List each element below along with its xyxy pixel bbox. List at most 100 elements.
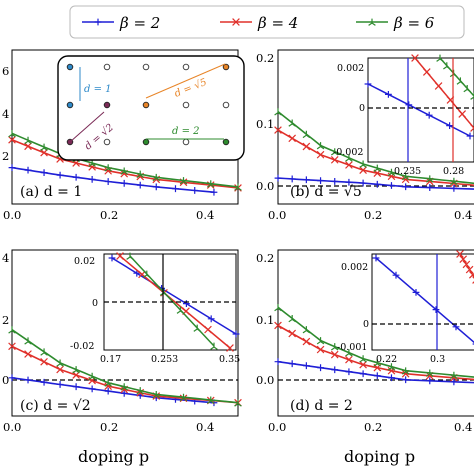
panel-c-inset-xtick-0.17: 0.17 — [100, 354, 121, 365]
legend-swatch-beta6 — [356, 18, 388, 26]
panel-b-inset: 0.002 0 -0.002 0.235 0.28 — [333, 54, 474, 177]
data-point-beta6 — [302, 326, 311, 334]
legend-box — [69, 5, 465, 39]
panel-d-ytick-0.0: 0.0 — [256, 373, 274, 387]
inset-point-beta2 — [108, 254, 116, 262]
data-point-beta6 — [359, 355, 367, 363]
data-point-beta4 — [387, 172, 396, 181]
inset-point-beta4 — [422, 68, 431, 76]
inset-point-beta2 — [392, 271, 400, 279]
panel-b-inset-ytick-0.002: 0.002 — [337, 63, 364, 74]
legend-label-beta4: β = 4 — [257, 14, 298, 32]
inset-point-beta2 — [405, 101, 413, 109]
panel-c-frame — [11, 249, 239, 417]
x-axis-label-right: doping p — [344, 447, 415, 466]
inset-point-beta6 — [210, 342, 218, 350]
inset-point-beta6 — [470, 92, 474, 100]
inset-point-beta4 — [459, 255, 468, 264]
legend-swatch-beta4 — [220, 18, 252, 26]
lattice-site — [66, 63, 74, 71]
data-point-beta4 — [24, 142, 32, 151]
data-point-beta2 — [359, 370, 367, 378]
panel-a-xtick-0: 0.0 — [3, 208, 21, 222]
panel-a-ytick-2: 2 — [2, 149, 9, 163]
data-point-beta2 — [104, 387, 112, 395]
panel-c-label: (c) d = √2 — [20, 398, 91, 414]
data-point-beta2 — [152, 183, 160, 191]
data-point-beta4 — [8, 342, 16, 351]
lattice-site — [222, 101, 230, 109]
data-point-beta4 — [8, 136, 16, 144]
data-point-beta4 — [316, 345, 325, 354]
data-point-beta6 — [387, 363, 396, 371]
panel-d-inset-ytick--0.001: -0.001 — [337, 342, 367, 353]
data-point-beta6 — [316, 142, 325, 150]
lattice-inset: d = 1 d = √5 d = √2 d = 2 — [57, 55, 245, 161]
bond-d-sqrt5 — [145, 63, 226, 99]
data-point-beta6 — [24, 136, 32, 145]
panel-b-xtick-2: 0.4 — [454, 208, 472, 222]
data-point-beta4 — [330, 350, 339, 359]
data-point-beta2 — [402, 183, 410, 191]
data-point-beta6 — [401, 172, 410, 181]
panel-b-ytick-0.0: 0.0 — [256, 179, 274, 193]
inset-point-beta2 — [466, 132, 474, 140]
panel-c-ytick-2: 2 — [2, 313, 9, 327]
data-point-beta6 — [136, 170, 144, 178]
data-point-beta4 — [56, 365, 64, 374]
panel-b-ytick-0.2: 0.2 — [256, 51, 274, 65]
inset-point-beta4 — [462, 260, 471, 269]
panel-a-label: (a) d = 1 — [20, 184, 82, 200]
data-point-beta6 — [207, 180, 215, 188]
panel-c-curves — [8, 326, 242, 407]
data-point-beta2 — [88, 385, 96, 393]
inset-point-beta6 — [143, 270, 151, 278]
data-point-beta6 — [152, 173, 161, 182]
data-point-beta6 — [450, 177, 458, 186]
legend: β = 2 β = 4 β = 6 — [69, 5, 465, 39]
panel-a-ytick-6: 6 — [2, 64, 9, 78]
panel-c-xtick-1: 0.2 — [100, 420, 118, 434]
data-point-beta6 — [387, 168, 396, 177]
lattice-site — [182, 101, 190, 109]
inset-point-beta6 — [176, 306, 185, 314]
data-point-beta6 — [8, 326, 16, 334]
panel-c-inset-ytick-0: 0 — [92, 298, 98, 309]
data-point-beta4 — [88, 163, 96, 171]
data-point-beta6 — [104, 379, 112, 387]
lattice-inset-frame — [57, 55, 245, 161]
bond-label-d1: d = 1 — [84, 84, 112, 95]
data-point-beta6 — [426, 175, 434, 183]
inset-point-beta2 — [412, 289, 420, 296]
data-point-beta2 — [317, 177, 324, 184]
data-point-beta4 — [387, 366, 396, 375]
data-point-beta4 — [330, 156, 339, 164]
data-point-beta6 — [8, 130, 16, 138]
panel-d-inset-ytick-0.002: 0.002 — [341, 262, 368, 273]
panel-b-xtick-0: 0.0 — [268, 208, 286, 222]
lattice-site — [142, 101, 150, 109]
data-point-beta2 — [24, 166, 32, 174]
inset-point-beta4 — [226, 344, 234, 352]
data-point-beta6 — [179, 177, 188, 185]
lattice-site — [142, 63, 150, 71]
data-point-beta2 — [450, 378, 458, 386]
panel-c-ytick-4: 4 — [2, 251, 9, 265]
data-point-beta2 — [359, 179, 367, 187]
inset-point-beta6 — [456, 77, 465, 85]
data-point-beta2 — [345, 178, 353, 186]
data-point-beta2 — [172, 185, 179, 193]
data-point-beta6 — [40, 348, 48, 356]
data-point-beta2 — [104, 178, 112, 185]
data-point-beta2 — [288, 360, 296, 368]
panel-d-xtick-1: 0.2 — [364, 420, 382, 434]
panel-d-frame — [277, 249, 474, 417]
panel-c-inset-curves — [108, 252, 240, 352]
data-point-beta6 — [401, 367, 410, 375]
inset-point-beta4 — [411, 54, 419, 62]
panel-c-xtick-0: 0.0 — [3, 420, 21, 434]
panel-b-inset-ytick--0.002: -0.002 — [333, 147, 363, 158]
lattice-site — [103, 63, 111, 71]
data-point-beta6 — [288, 315, 296, 323]
inset-point-beta4 — [116, 252, 124, 260]
